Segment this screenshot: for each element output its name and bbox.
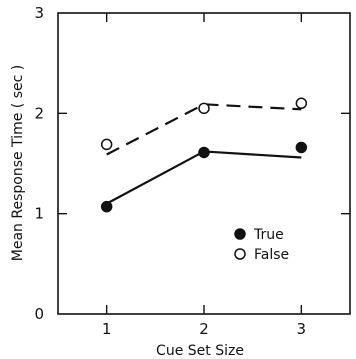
point-false-3 [295, 97, 308, 110]
x-tick-label: 1 [102, 320, 112, 338]
x-tick-labels: 1 2 3 [102, 320, 306, 338]
point-false-2 [198, 102, 210, 115]
data-points [100, 97, 308, 213]
y-tick-label: 2 [34, 104, 44, 122]
y-tick-labels: 0 1 2 3 [34, 4, 44, 323]
x-tick-label: 3 [297, 320, 307, 338]
x-tick-label: 2 [199, 320, 209, 338]
point-true-3 [295, 141, 308, 154]
axis-ticks [58, 13, 350, 314]
y-tick-label: 0 [34, 305, 44, 323]
fit-line-true [106, 150, 302, 205]
legend-marker-false [234, 248, 246, 260]
y-tick-label: 3 [34, 4, 44, 22]
point-true-1 [100, 200, 113, 213]
legend-label-true: True [253, 227, 284, 243]
legend: True False [234, 227, 289, 263]
legend-label-false: False [254, 247, 289, 263]
point-false-1 [100, 138, 113, 151]
legend-marker-true [234, 228, 246, 240]
x-axis-label: Cue Set Size [156, 343, 244, 359]
plot-frame [57, 12, 351, 315]
y-tick-label: 1 [34, 205, 44, 223]
plot-border [57, 12, 351, 315]
y-axis-label: Mean Response Time ( sec ) [10, 65, 26, 261]
point-true-2 [198, 146, 210, 159]
